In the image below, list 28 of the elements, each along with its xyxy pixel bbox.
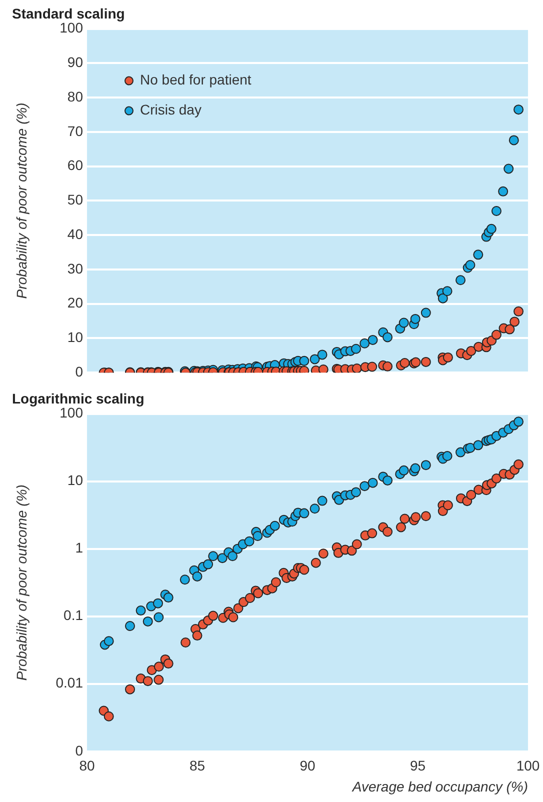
x-tick-label: 85 xyxy=(189,758,206,774)
y-axis-title: Probability of poor outcome (%) xyxy=(13,102,30,299)
x-tick-label: 95 xyxy=(410,758,426,774)
y-tick-label: 30 xyxy=(67,260,84,276)
y-tick-label: 80 xyxy=(67,88,84,104)
x-tick-label: 90 xyxy=(300,758,316,774)
y-tick-label: 10 xyxy=(67,329,84,346)
y-tick-label: 100 xyxy=(60,404,84,421)
y-tick-label: 70 xyxy=(67,122,84,139)
y-tick-label: 0.1 xyxy=(64,607,84,624)
y-tick-label: 0.01 xyxy=(56,674,84,691)
chart-title: Logarithmic scaling xyxy=(12,390,144,406)
y-tick-label: 40 xyxy=(67,226,84,242)
y-tick-label: 50 xyxy=(67,192,84,208)
y-tick-label: 0 xyxy=(75,742,84,758)
y-axis-title: Probability of poor outcome (%) xyxy=(13,484,30,681)
x-axis-title: Average bed occupancy (%) xyxy=(351,778,528,794)
legend-label: Crisis day xyxy=(140,102,202,118)
chart-title: Standard scaling xyxy=(12,5,125,22)
y-tick-label: 60 xyxy=(67,157,84,174)
y-tick-label: 90 xyxy=(67,54,84,70)
legend-label: No bed for patient xyxy=(140,72,252,88)
x-tick-label: 100 xyxy=(516,758,540,774)
y-tick-label: 20 xyxy=(67,294,84,311)
y-tick-label: 100 xyxy=(60,20,84,36)
y-tick-label: 10 xyxy=(67,472,84,488)
y-tick-label: 1 xyxy=(75,540,84,556)
y-tick-label: 0 xyxy=(75,363,84,380)
